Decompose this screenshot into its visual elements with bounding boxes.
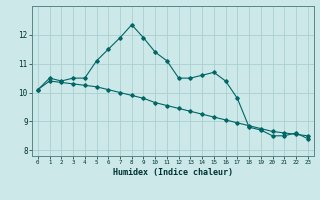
X-axis label: Humidex (Indice chaleur): Humidex (Indice chaleur) (113, 168, 233, 177)
